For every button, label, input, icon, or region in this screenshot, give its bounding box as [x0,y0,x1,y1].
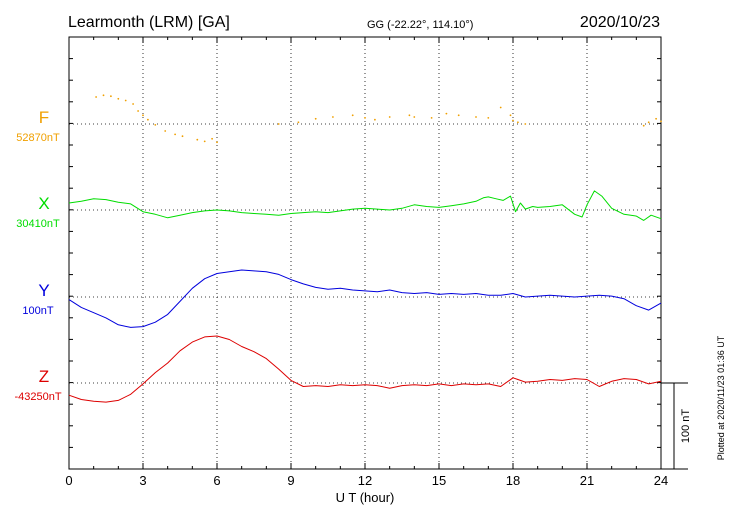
data-point-f [154,124,157,126]
data-point-f [203,140,206,143]
data-point-f [147,118,149,121]
data-point-f [655,117,657,120]
data-point-f [445,112,448,115]
series-f: F 52870nT [16,94,662,144]
data-point-f [95,96,97,98]
data-point-f [142,114,144,117]
scale-bar: 100 nT [661,382,692,470]
data-point-f [647,121,650,124]
series-y: Y 100nT [22,269,662,328]
x-tick-label: 9 [287,473,294,488]
series-layer: F 52870nT X 30410nT Y 100nT Z -43250nT [14,94,662,403]
series-line-x [68,190,662,221]
data-point-f [332,116,334,118]
series-line-y [68,269,662,328]
plotted-at-note: Plotted at 2020/11/23 01:36 UT [716,335,726,460]
series-baseline-x: 30410nT [16,218,60,230]
data-point-f [413,116,416,118]
axes: 0 3 6 9 12 15 18 21 24 [65,36,668,488]
series-name-z: Z [39,367,49,386]
data-point-f [132,103,135,105]
x-tick-label: 15 [432,473,446,488]
data-point-f [509,114,512,117]
data-point-f [297,121,300,124]
x-tick-label: 24 [654,473,668,488]
data-point-f [430,117,433,119]
date-label: 2020/10/23 [580,14,660,31]
data-point-f [524,123,527,125]
data-point-f [196,138,199,141]
x-tick-label: 6 [213,473,220,488]
data-point-f [457,114,460,117]
x-tick-label: 21 [580,473,594,488]
series-name-x: X [38,194,49,213]
x-tick-label: 18 [506,473,520,488]
data-point-f [364,117,366,119]
data-point-f [137,110,140,112]
data-point-f [102,94,105,97]
data-point-f [314,117,317,120]
data-point-f [499,106,502,109]
series-x: X 30410nT [16,190,662,230]
data-point-f [277,123,280,125]
data-point-f [374,118,376,121]
data-point-f [117,97,120,100]
data-point-f [174,133,177,136]
series-name-y: Y [38,281,49,300]
data-point-f [351,114,354,117]
x-tick-label: 0 [65,473,72,488]
data-point-f [124,99,127,102]
data-point-f [211,137,214,140]
data-point-f [487,117,490,119]
coordinates-label: GG (-22.22°, 114.10°) [367,19,473,31]
data-point-f [110,95,112,98]
x-axis-label: U T (hour) [336,490,395,505]
data-point-f [216,141,218,144]
station-title: Learmonth (LRM) [GA] [68,14,230,31]
data-point-f [512,119,514,122]
data-point-f [181,135,184,138]
data-point-f [408,114,411,117]
data-point-f [475,116,477,118]
series-line-z [68,335,662,403]
series-baseline-y: 100nT [22,305,53,317]
x-tick-label: 3 [139,473,146,488]
x-tick-label: 12 [358,473,372,488]
series-baseline-f: 52870nT [16,132,60,144]
data-point-f [164,130,167,132]
series-name-f: F [39,108,49,127]
scale-bar-label: 100 nT [680,409,692,444]
series-z: Z -43250nT [14,335,662,403]
data-point-f [660,120,662,123]
data-point-f [642,124,645,127]
data-point-f [517,121,519,124]
series-baseline-z: -43250nT [14,391,61,403]
data-point-f [388,116,391,118]
